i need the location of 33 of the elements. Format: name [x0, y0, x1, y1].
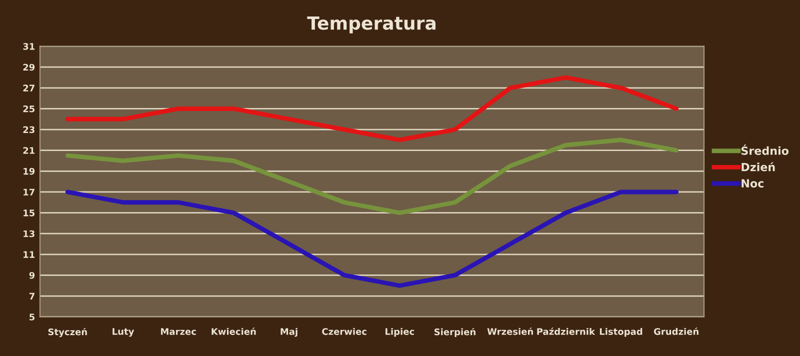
x-tick-label: Sierpień — [434, 328, 476, 338]
y-tick-label: 29 — [23, 64, 35, 71]
x-tick-label: Listopad — [600, 328, 642, 337]
y-tick-label: 23 — [23, 126, 34, 134]
y-tick-label: 25 — [23, 105, 35, 112]
y-tick-label: 15 — [24, 210, 35, 216]
x-tick-label: Lipiec — [386, 328, 414, 337]
x-tick-label: Marzec — [161, 328, 196, 335]
x-tick-label: Kwiecień — [212, 328, 256, 335]
x-tick-label: Luty — [112, 328, 134, 337]
y-tick-label: 7 — [29, 292, 34, 300]
line-series — [65, 138, 679, 216]
x-tick-label: Październik — [537, 328, 596, 335]
y-tick-label: 17 — [24, 188, 34, 196]
y-tick-label: 11 — [24, 251, 35, 258]
y-tick-label: 5 — [30, 314, 35, 320]
y-tick-label: 31 — [23, 43, 35, 50]
x-tick-label: Grudzień — [654, 328, 698, 335]
chart-title: Temperatura — [307, 16, 436, 34]
x-tick-label: Styczeń — [48, 328, 87, 338]
y-tick-label: 27 — [23, 84, 34, 92]
x-tick-label: Maj — [280, 328, 298, 337]
x-tick-label: Czerwiec — [322, 328, 366, 335]
legend-label: Średnio — [741, 144, 789, 155]
legend-label: Noc — [742, 179, 764, 188]
y-tick-label: 21 — [23, 147, 35, 154]
line-series — [65, 190, 679, 288]
line-series — [65, 75, 679, 142]
x-tick-label: Wrzesień — [487, 328, 533, 335]
y-tick-label: 13 — [24, 230, 34, 238]
y-tick-label: 9 — [29, 272, 35, 279]
y-tick-label: 19 — [24, 168, 35, 175]
legend-label: Dzień — [742, 162, 775, 172]
